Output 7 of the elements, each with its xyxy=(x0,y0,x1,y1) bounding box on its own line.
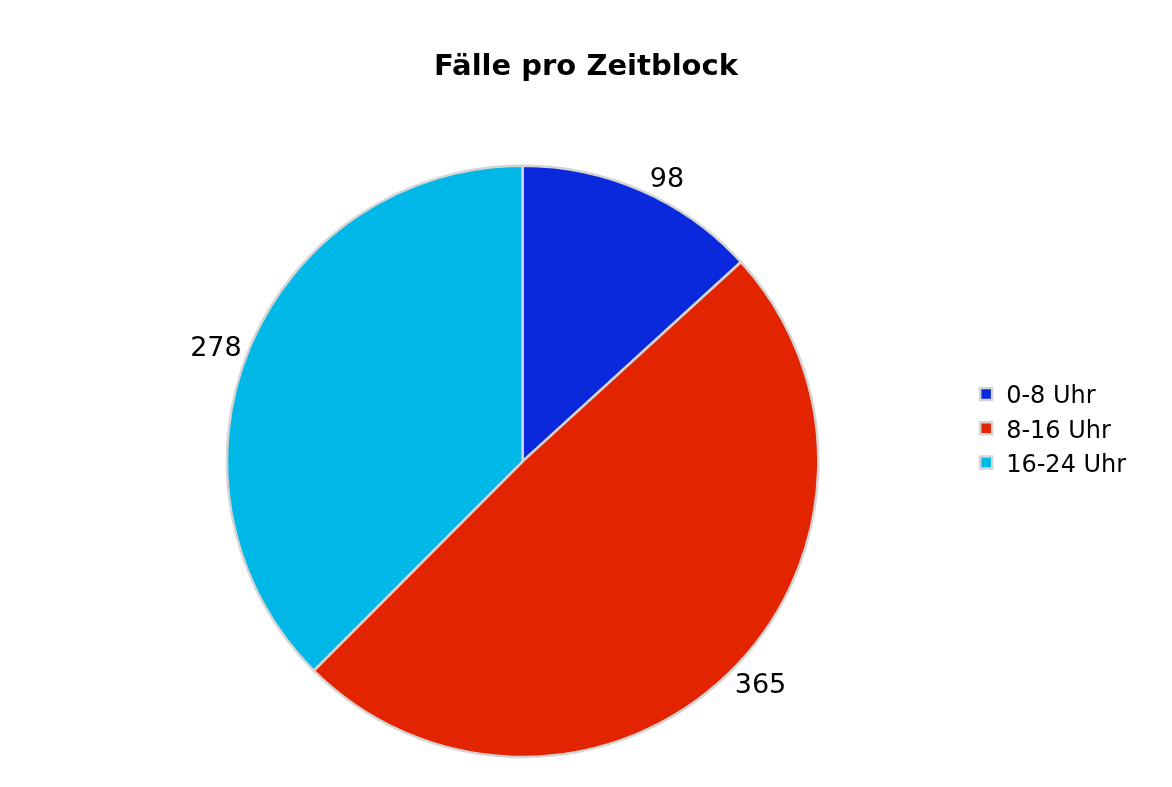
legend-label: 8-16 Uhr xyxy=(1006,415,1112,444)
data-label: 365 xyxy=(734,667,787,699)
data-label: 98 xyxy=(649,162,685,194)
legend-label: 0-8 Uhr xyxy=(1006,381,1096,410)
legend-label: 16-24 Uhr xyxy=(1006,449,1127,478)
data-label: 278 xyxy=(190,330,242,362)
chart-title: Fälle pro Zeitblock xyxy=(433,48,739,83)
